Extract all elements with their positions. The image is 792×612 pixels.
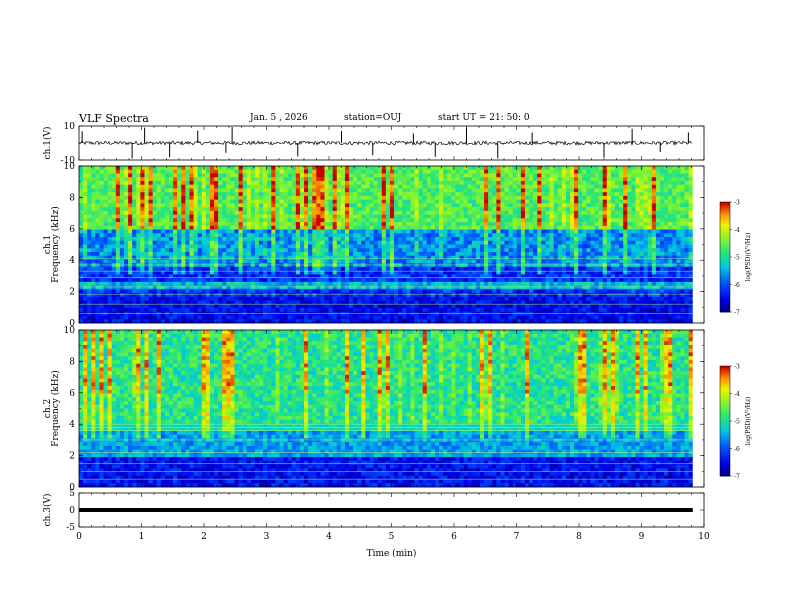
colorbar-tick-label--4: -4: [734, 391, 740, 398]
date-label: Jan. 5 , 2026: [250, 113, 308, 123]
y-tick-label-10: 10: [64, 122, 76, 132]
ch2-spectrogram-ylabel-channel: ch.2: [43, 399, 53, 418]
y-tick-label-2: 2: [69, 288, 75, 298]
x-tick-label-4: 4: [326, 532, 332, 542]
ch2-spectrogram-cells: [79, 330, 704, 488]
ch3-waveform-trace: [79, 508, 693, 512]
chart-title: VLF Spectra: [79, 112, 149, 125]
x-tick-label-1: 1: [139, 532, 145, 542]
x-axis-label: Time (min): [367, 548, 417, 559]
ch1-waveform-trace: [78, 140, 693, 147]
colorbar-tick-label--7: -7: [734, 474, 740, 481]
colorbar-tick-label--4: -4: [734, 227, 740, 234]
start-time-label: start UT = 21: 50: 0: [438, 113, 530, 123]
ch1-waveform-ylabel: ch.1(V): [42, 127, 53, 160]
ch2-spectrogram-colorbar-label: log(PSD)(V²/Hz): [745, 397, 752, 446]
ch1-spectrogram-cells: [79, 166, 704, 324]
colorbar-tick-label--6: -6: [734, 446, 740, 453]
y-tick-label-8: 8: [69, 193, 75, 203]
ch1-waveform-frame: [78, 125, 705, 161]
colorbar-tick-label--7: -7: [734, 310, 740, 317]
y-tick-label-4: 4: [69, 420, 75, 430]
ch1-spectrogram-ylabel-frequency: Frequency (kHz): [50, 206, 61, 283]
x-tick-label-10: 10: [698, 532, 710, 542]
x-ticks-panel-1: [78, 166, 705, 323]
x-tick-label-3: 3: [264, 532, 270, 542]
x-ticks-panel-2: [78, 330, 705, 487]
ch1-spectrogram-colorbar-label: log(PSD)(V²/Hz): [745, 233, 752, 282]
y-tick-label-4: 4: [69, 256, 75, 266]
station-label: station=OUJ: [344, 113, 402, 123]
y-tick-label--5: -5: [66, 523, 75, 533]
ch2-spectrogram-colorbar: -3 -4 -5 -6 -7 log(PSD)(V²/Hz): [719, 364, 752, 481]
colorbar-tick-label--5: -5: [734, 419, 740, 426]
x-tick-label-2: 2: [201, 532, 207, 542]
y-tick-label-0: 0: [69, 483, 75, 493]
x-tick-label-5: 5: [389, 532, 395, 542]
colorbar-tick-label--6: -6: [734, 282, 740, 289]
x-tick-label-0: 0: [76, 532, 82, 542]
y-tick-label-0: 0: [69, 506, 75, 516]
ch1-spectrogram-ylabel-channel: ch.1: [43, 235, 53, 254]
x-tick-label-8: 8: [576, 532, 582, 542]
ch2-spectrogram-ylabel-frequency: Frequency (kHz): [50, 370, 61, 447]
no-data-region: [692, 330, 704, 487]
y-tick-label-5: 5: [69, 489, 75, 499]
ch1-spectrogram-colorbar: -3 -4 -5 -6 -7 log(PSD)(V²/Hz): [719, 200, 752, 317]
colorbar-tick-label--3: -3: [734, 364, 740, 371]
y-tick-label--10: -10: [61, 156, 76, 166]
x-tick-label-7: 7: [514, 532, 520, 542]
no-data-region: [692, 166, 704, 323]
y-tick-label-6: 6: [69, 389, 75, 399]
x-tick-label-9: 9: [639, 532, 645, 542]
y-tick-label-10: 10: [64, 326, 76, 336]
y-tick-label-8: 8: [69, 357, 75, 367]
x-ticks-panel-0: [78, 126, 705, 160]
y-tick-label-6: 6: [69, 225, 75, 235]
y-tick-label-10: 10: [64, 162, 76, 172]
colorbar-tick-label--3: -3: [734, 200, 740, 207]
x-tick-label-6: 6: [451, 532, 457, 542]
ch3-waveform-ylabel: ch.3(V): [42, 494, 53, 527]
x-ticks-panel-3: [78, 493, 705, 527]
y-tick-label-2: 2: [69, 452, 75, 462]
y-tick-label-0: 0: [69, 319, 75, 329]
colorbar-tick-label--5: -5: [734, 255, 740, 262]
